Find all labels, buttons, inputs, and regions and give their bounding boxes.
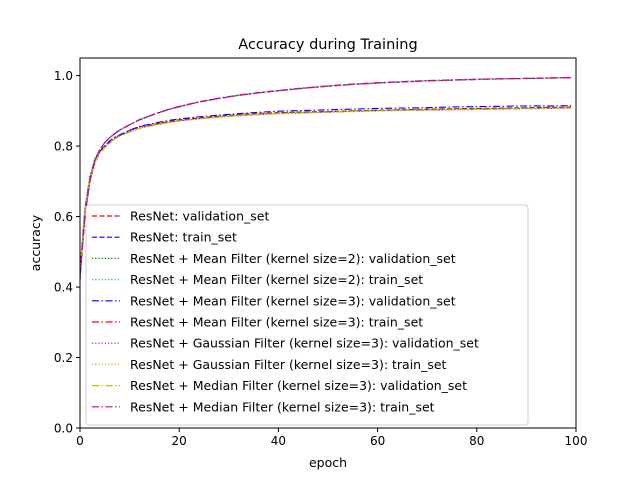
y-tick-label: 0.2 [54, 351, 73, 365]
x-tick-label: 80 [469, 434, 484, 448]
legend-entry-2: ResNet: train_set [130, 230, 237, 245]
legend-entry-9: ResNet + Median Filter (kernel size=3): … [130, 378, 467, 393]
x-tick-label: 0 [76, 434, 84, 448]
legend-entry-7: ResNet + Gaussian Filter (kernel size=3)… [130, 336, 479, 351]
y-tick-label: 0.8 [54, 140, 73, 154]
legend-entry-6: ResNet + Mean Filter (kernel size=3): tr… [130, 315, 423, 330]
x-tick-label: 60 [370, 434, 385, 448]
legend: ResNet: validation_set ResNet: train_set R… [85, 204, 529, 426]
plot-lines [79, 76, 572, 281]
legend-box [85, 204, 529, 426]
series-line-9 [79, 107, 572, 270]
legend-entry-8: ResNet + Gaussian Filter (kernel size=3)… [130, 357, 447, 372]
series-line-7 [79, 107, 572, 273]
x-axis-label: epoch [309, 455, 347, 470]
legend-entry-10: ResNet + Median Filter (kernel size=3): … [130, 399, 435, 414]
axes-ticks: 0 20 40 60 80 100 0.0 0.2 0.4 0.6 0.8 1.0 [54, 69, 588, 448]
x-tick-label: 20 [172, 434, 187, 448]
series-line-10 [79, 76, 572, 277]
chart-title: Accuracy during Training [238, 37, 417, 53]
legend-entry-3: ResNet + Mean Filter (kernel size=2): va… [130, 251, 456, 266]
legend-entry-5: ResNet + Mean Filter (kernel size=3): va… [130, 293, 456, 308]
y-tick-label: 1.0 [54, 69, 73, 83]
y-tick-label: 0.0 [54, 422, 73, 436]
y-axis-label: accuracy [28, 214, 43, 271]
x-tick-label: 40 [271, 434, 286, 448]
y-tick-label: 0.6 [54, 210, 73, 224]
x-tick-label: 100 [565, 434, 588, 448]
series-line-3 [79, 106, 572, 270]
legend-entry-1: ResNet: validation_set [130, 209, 269, 224]
plot-frame [79, 57, 577, 429]
y-tick-label: 0.4 [54, 281, 73, 295]
legend-entry-4: ResNet + Mean Filter (kernel size=2): tr… [130, 272, 423, 287]
